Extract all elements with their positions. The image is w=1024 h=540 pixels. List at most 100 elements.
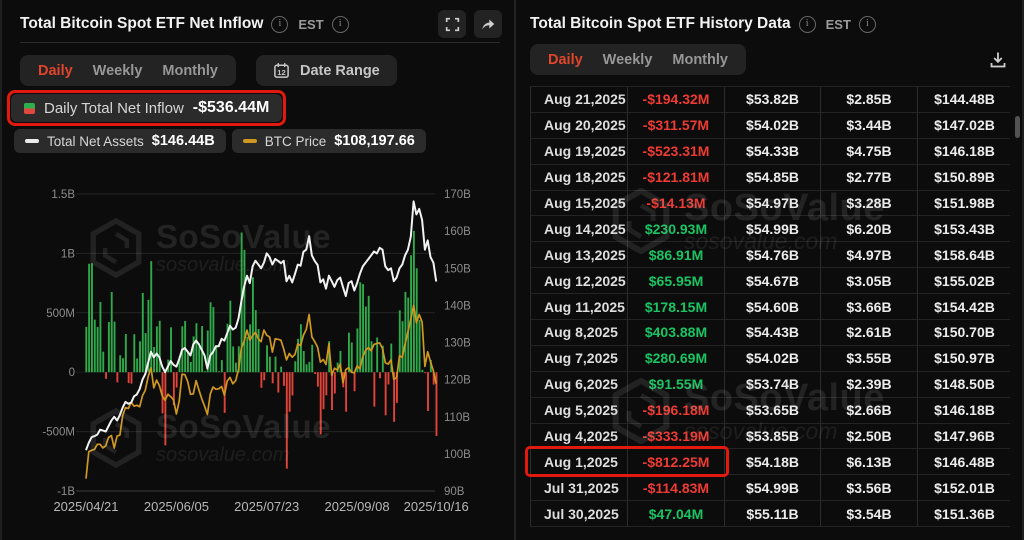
tab-monthly[interactable]: Monthly (672, 51, 728, 68)
cell-value: $54.43B (725, 320, 821, 345)
net-inflow-chart[interactable]: 1.5B 1B 500M 0 -500M -1B 170B 160B 150B 140B 130B 1… (10, 186, 510, 526)
cell-value: $151.36B (934, 505, 995, 522)
share-button[interactable] (474, 10, 502, 38)
cell-date: Aug 5,2025 (531, 397, 628, 423)
cell-value: $54.76B (725, 242, 821, 268)
cell-value: $146.18B (934, 143, 995, 160)
cell-date: Aug 21,2025 (531, 87, 628, 112)
cell-date: Aug 12,2025 (531, 268, 628, 294)
btc-series-icon (242, 139, 257, 143)
cell-value: $54.02B (725, 345, 821, 371)
svg-text:110B: 110B (444, 412, 470, 424)
download-icon (990, 52, 1006, 68)
cell-value: $54.99B (725, 216, 821, 242)
tab-weekly[interactable]: Weekly (92, 62, 143, 79)
table-row[interactable]: Aug 14,2025 $230.93M $54.99B $6.20B $153.43B (530, 216, 1010, 243)
info-icon[interactable]: i (271, 15, 289, 33)
cell-value: $54.18B (725, 449, 821, 475)
download-button[interactable] (988, 50, 1008, 75)
svg-text:2025/10/16: 2025/10/16 (404, 499, 469, 514)
cell-value: $3.66B (821, 294, 918, 320)
cell-value: $53.65B (725, 397, 821, 423)
fullscreen-button[interactable] (438, 10, 466, 38)
table-row[interactable]: Aug 7,2025 $280.69M $54.02B $3.55B $150.97B (530, 345, 1010, 372)
tab-daily[interactable]: Daily (38, 62, 73, 79)
cell-value: -$333.19M (628, 423, 725, 449)
history-data-panel: Total Bitcoin Spot ETF History Data i ES… (516, 0, 1022, 540)
cell-value: $53.82B (725, 87, 821, 112)
cell-date: Aug 1,2025 (531, 449, 628, 475)
info-icon[interactable]: i (798, 15, 816, 33)
history-table: Aug 21,2025 -$194.32M $53.82B $2.85B $144.48… (530, 86, 1010, 528)
tab-daily[interactable]: Daily (548, 51, 583, 68)
legend-btc-value: $108,197.66 (334, 133, 415, 149)
tab-weekly[interactable]: Weekly (602, 51, 653, 68)
cell-value: -$194.32M (628, 87, 725, 112)
table-row[interactable]: Aug 15,2025 -$14.13M $54.97B $3.28B $151.98B (530, 190, 1010, 217)
cell-value: $3.56B (821, 475, 918, 501)
svg-text:-1B: -1B (57, 486, 75, 498)
legend-total-net-assets[interactable]: Total Net Assets $146.44B (14, 129, 226, 153)
table-row[interactable]: Aug 21,2025 -$194.32M $53.82B $2.85B $144.48… (530, 87, 1010, 113)
legend-btc-price[interactable]: BTC Price $108,197.66 (231, 129, 426, 153)
fullscreen-icon (445, 17, 459, 31)
cell-value: $178.15M (628, 294, 725, 320)
daily-net-inflow-highlight-box: Daily Total Net Inflow -$536.44M (7, 90, 287, 126)
tab-monthly[interactable]: Monthly (162, 62, 218, 79)
legend-daily-label: Daily Total Net Inflow (44, 99, 184, 117)
cell-value: $91.55M (628, 371, 725, 397)
cell-value: -$114.83M (628, 475, 725, 501)
table-row[interactable]: Jul 30,2025 $47.04M $55.11B $3.54B $151.36B (530, 501, 1010, 528)
calendar-icon: 12 (274, 63, 289, 78)
cell-date: Aug 20,2025 (531, 112, 628, 138)
table-scrollbar[interactable] (1015, 116, 1020, 138)
cell-value: $6.13B (821, 449, 918, 475)
svg-text:2025/06/05: 2025/06/05 (144, 499, 209, 514)
table-row[interactable]: Aug 4,2025 -$333.19M $53.85B $2.50B $147.96B (530, 423, 1010, 450)
table-row[interactable]: Aug 11,2025 $178.15M $54.60B $3.66B $154.42B (530, 294, 1010, 321)
table-row[interactable]: Aug 8,2025 $403.88M $54.43B $2.61B $150.70B (530, 320, 1010, 346)
table-row[interactable]: Aug 5,2025 -$196.18M $53.65B $2.66B $146.18B (530, 397, 1010, 424)
cell-value: -$311.57M (628, 112, 725, 138)
info-icon[interactable]: i (331, 15, 349, 33)
cell-value: $2.85B (821, 87, 918, 112)
period-tab-group: Daily Weekly Monthly (20, 55, 236, 86)
cell-value: $147.02B (934, 117, 995, 134)
cell-value: -$812.25M (628, 449, 725, 475)
history-header: Total Bitcoin Spot ETF History Data i ES… (530, 10, 1010, 38)
legend-row-2: Total Net Assets $146.44B BTC Price $108… (14, 129, 426, 153)
table-row[interactable]: Aug 1,2025 -$812.25M $54.18B $6.13B $146.48B (530, 449, 1010, 476)
cell-value: $54.60B (725, 294, 821, 320)
table-row[interactable]: Aug 19,2025 -$523.31M $54.33B $4.75B $146.18… (530, 138, 1010, 165)
cell-value: $3.54B (821, 501, 918, 527)
cell-date: Aug 6,2025 (531, 371, 628, 397)
cell-date: Jul 31,2025 (531, 475, 628, 501)
cell-value: $158.64B (934, 246, 995, 263)
svg-text:-500M: -500M (42, 427, 75, 439)
table-row[interactable]: Aug 20,2025 -$311.57M $54.02B $3.44B $147.02… (530, 112, 1010, 139)
cell-value: $403.88M (628, 320, 725, 345)
table-row[interactable]: Aug 6,2025 $91.55M $53.74B $2.39B $148.50B (530, 371, 1010, 398)
table-row[interactable]: Aug 12,2025 $65.95M $54.67B $3.05B $155.02B (530, 268, 1010, 295)
legend-daily-net-inflow[interactable]: Daily Total Net Inflow -$536.44M (11, 94, 283, 122)
cell-value: $153.43B (934, 220, 995, 237)
cell-value: $3.44B (821, 112, 918, 138)
table-row[interactable]: Aug 13,2025 $86.91M $54.76B $4.97B $158.64B (530, 242, 1010, 269)
cell-date: Aug 19,2025 (531, 138, 628, 164)
date-range-button[interactable]: 12 Date Range (255, 55, 397, 86)
cell-value: $148.50B (934, 376, 995, 393)
table-row[interactable]: Aug 18,2025 -$121.81M $54.85B $2.77B $150.89… (530, 164, 1010, 191)
svg-text:2025/04/21: 2025/04/21 (53, 499, 118, 514)
legend-btc-label: BTC Price (264, 133, 327, 149)
period-tab-group: Daily Weekly Monthly (530, 44, 746, 75)
cell-value: $54.85B (725, 164, 821, 190)
svg-text:500M: 500M (46, 308, 75, 320)
table-row[interactable]: Jul 31,2025 -$114.83M $54.99B $3.56B $152.01… (530, 475, 1010, 502)
info-icon[interactable]: i (858, 15, 876, 33)
svg-text:120B: 120B (444, 375, 471, 387)
legend-assets-value: $146.44B (151, 133, 215, 149)
cell-date: Aug 4,2025 (531, 423, 628, 449)
chart-actions (438, 10, 502, 38)
cell-value: $53.85B (725, 423, 821, 449)
